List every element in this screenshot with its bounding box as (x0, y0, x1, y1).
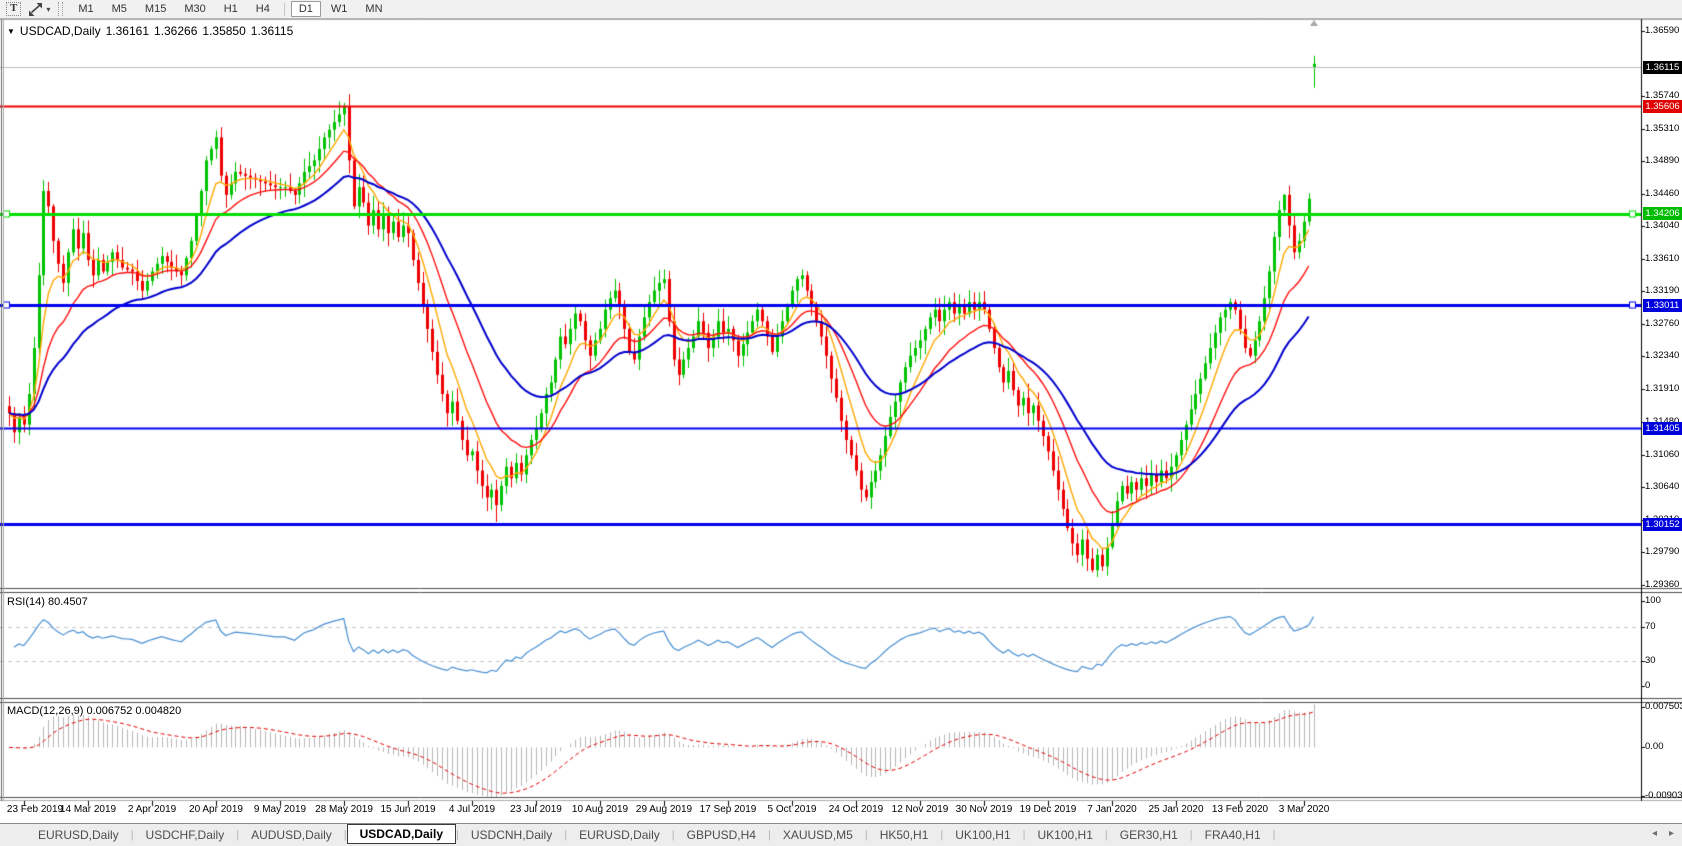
symbol-tab-usdcnh-daily[interactable]: USDCNH,Daily (470, 828, 553, 842)
ohlc-close: 1.36115 (250, 24, 294, 38)
toolbar-grip (58, 2, 64, 16)
symbol-tab-eurusd-daily[interactable]: EURUSD,Daily (579, 828, 660, 842)
timeframe-m15[interactable]: M15 (144, 3, 167, 15)
symbol-tab-bar: ◂ ▸ EURUSD,Daily | USDCHF,Daily | AUDUSD,Dai… (0, 823, 1682, 846)
timeframe-m5[interactable]: M5 (111, 3, 127, 15)
tab-separator: | (1104, 829, 1108, 841)
tab-scroll-left-icon[interactable]: ◂ (1651, 828, 1657, 839)
symbol-tab-hk50-h1[interactable]: HK50,H1 (879, 828, 929, 842)
timeframe-h4[interactable]: H4 (255, 3, 270, 15)
timeframe-mn[interactable]: MN (365, 3, 383, 15)
symbol-tab-gbpusd-h4[interactable]: GBPUSD,H4 (686, 828, 756, 842)
symbol-tab-usdchf-daily[interactable]: USDCHF,Daily (145, 828, 225, 842)
timeframe-w1[interactable]: W1 (330, 3, 348, 15)
diagonal-arrows-icon (29, 2, 43, 16)
text-tool-button[interactable]: T (3, 1, 24, 17)
toolbar: T ▾ M1 M5 M15 M30 H1 H4 D1 W1 MN (0, 0, 1682, 19)
tab-separator: | (236, 829, 240, 841)
tab-separator: | (940, 829, 944, 841)
tab-separator: | (1272, 829, 1276, 841)
timeframe-d1[interactable]: D1 (290, 1, 321, 17)
tab-scroll-right-icon[interactable]: ▸ (1668, 828, 1674, 839)
tab-separator: | (130, 829, 134, 841)
tab-scroll-arrows: ◂ ▸ (1652, 828, 1674, 839)
timeframe-group: M1 M5 M15 M30 H1 H4 D1 W1 MN (69, 1, 391, 17)
tab-separator: | (456, 829, 459, 841)
tab-separator: | (864, 829, 868, 841)
symbol-tab-uk100-h1[interactable]: UK100,H1 (955, 828, 1011, 842)
symbol-tab-audusd-daily[interactable]: AUDUSD,Daily (251, 828, 332, 842)
timeframe-h1[interactable]: H1 (223, 3, 238, 15)
dropdown-caret-icon: ▾ (46, 4, 51, 14)
symbol-tab-uk100-h1[interactable]: UK100,H1 (1037, 828, 1093, 842)
symbol-dropdown-icon[interactable]: ▼ (7, 27, 15, 36)
tab-separator: | (1189, 829, 1193, 841)
objects-tool-button[interactable]: ▾ (25, 1, 53, 17)
macd-label: MACD(12,26,9) 0.006752 0.004820 (7, 705, 182, 717)
ohlc-open: 1.36161 (105, 24, 149, 38)
tab-separator: | (1022, 829, 1026, 841)
ohlc-low: 1.35850 (202, 24, 246, 38)
toolbar-separator (283, 2, 285, 16)
rsi-label: RSI(14) 80.4507 (7, 596, 88, 608)
text-tool-icon: T (6, 2, 22, 16)
tab-separator: | (564, 829, 568, 841)
tab-separator: | (343, 829, 347, 841)
timeframe-m1[interactable]: M1 (78, 3, 94, 15)
tab-separator: | (767, 829, 771, 841)
symbol-tab-xauusd-m5[interactable]: XAUUSD,M5 (782, 828, 853, 842)
tab-separator: | (671, 829, 675, 841)
symbol-tab-usdcad-daily[interactable]: USDCAD,Daily (346, 823, 456, 844)
symbol-tab-eurusd-daily[interactable]: EURUSD,Daily (38, 828, 119, 842)
symbol-tab-ger30-h1[interactable]: GER30,H1 (1119, 828, 1178, 842)
chart-title: ▼ USDCAD,Daily 1.36161 1.36266 1.35850 1.3611… (7, 24, 298, 38)
symbol-tab-fra40-h1[interactable]: FRA40,H1 (1204, 828, 1261, 842)
ohlc-high: 1.36266 (154, 24, 198, 38)
timeframe-m30[interactable]: M30 (184, 3, 206, 15)
chart-symbol: USDCAD,Daily (19, 24, 101, 38)
